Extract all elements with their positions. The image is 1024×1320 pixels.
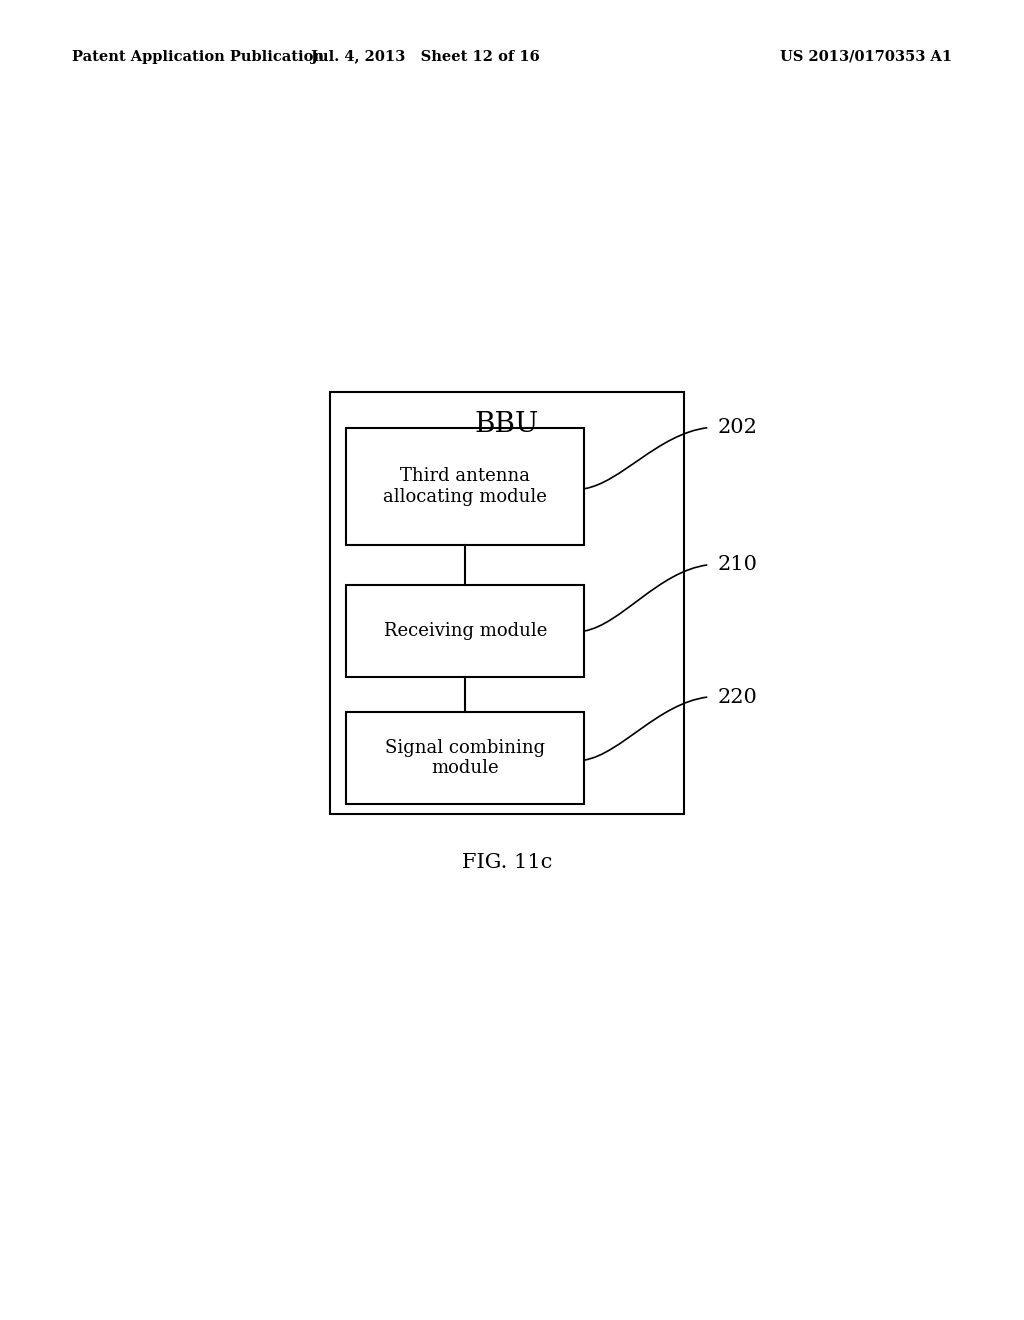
Bar (346, 713, 585, 804)
Text: 220: 220 (718, 688, 758, 706)
Bar (331, 392, 684, 814)
Text: Jul. 4, 2013   Sheet 12 of 16: Jul. 4, 2013 Sheet 12 of 16 (310, 50, 540, 63)
Text: 210: 210 (718, 556, 758, 574)
Text: 202: 202 (718, 418, 758, 437)
Text: Receiving module: Receiving module (384, 622, 547, 640)
Text: BBU: BBU (475, 412, 539, 438)
Text: FIG. 11c: FIG. 11c (462, 853, 552, 873)
Text: Signal combining
module: Signal combining module (385, 739, 546, 777)
Text: US 2013/0170353 A1: US 2013/0170353 A1 (780, 50, 952, 63)
Bar (346, 585, 585, 677)
Text: Third antenna
allocating module: Third antenna allocating module (383, 467, 547, 506)
Bar (346, 428, 585, 545)
Text: Patent Application Publication: Patent Application Publication (72, 50, 324, 63)
